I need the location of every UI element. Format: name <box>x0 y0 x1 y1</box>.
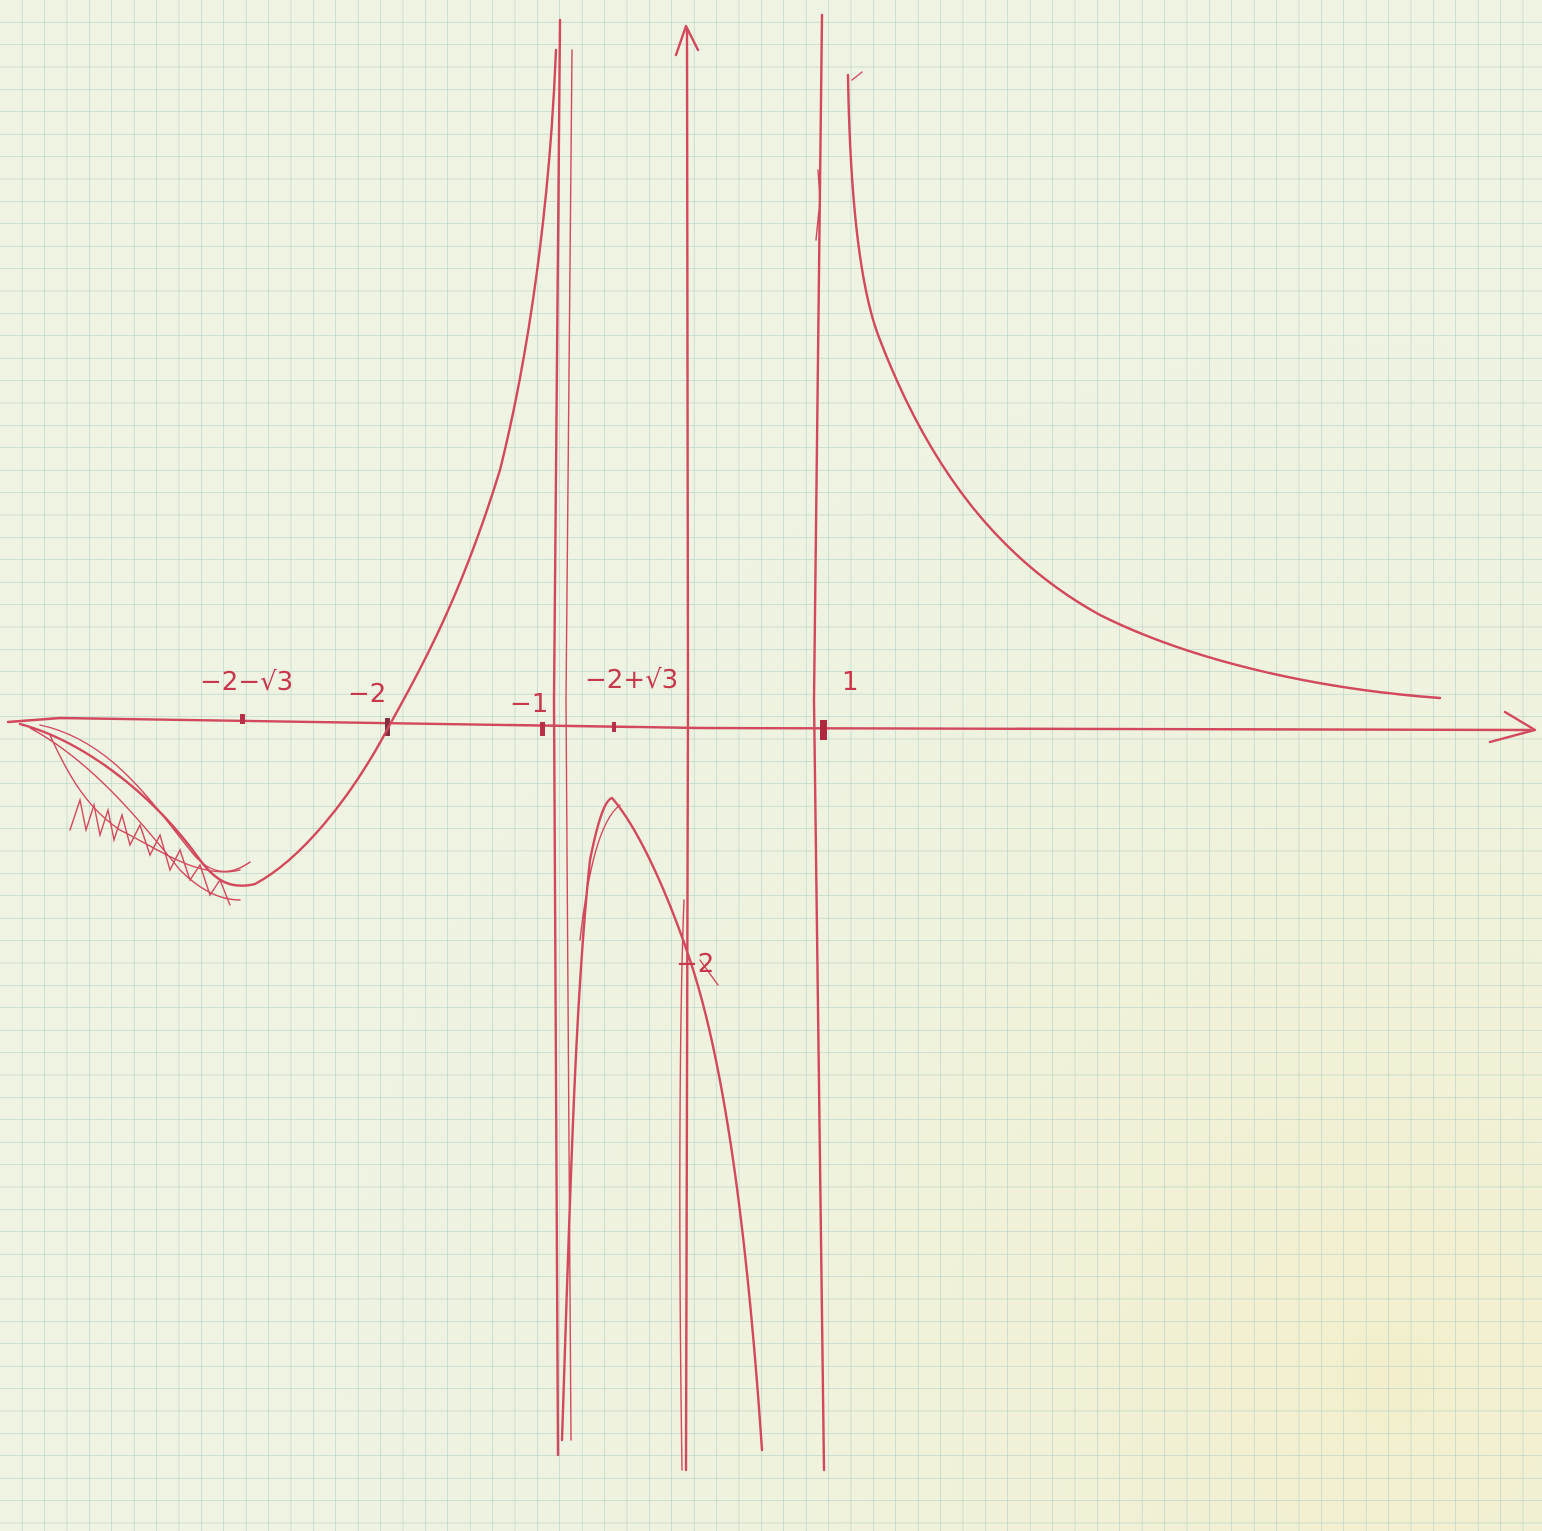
x-label: −2−√3 <box>200 667 293 697</box>
tick <box>612 722 616 732</box>
x-label: −1 <box>510 689 548 719</box>
tick <box>540 722 545 736</box>
y-label: −2 <box>676 949 714 979</box>
x-label: −2+√3 <box>585 665 678 695</box>
page: {"labels": ["−2−√3", "−2", "−1", "−2+√3"… <box>0 0 1542 1531</box>
grid <box>0 0 1542 1531</box>
x-label: 1 <box>842 667 859 697</box>
sketch: −2−√3 −2 −1 −2+√3 1 −2 <box>0 0 1542 1531</box>
tick <box>240 714 245 724</box>
x-label: −2 <box>348 679 386 709</box>
tick <box>820 720 827 740</box>
